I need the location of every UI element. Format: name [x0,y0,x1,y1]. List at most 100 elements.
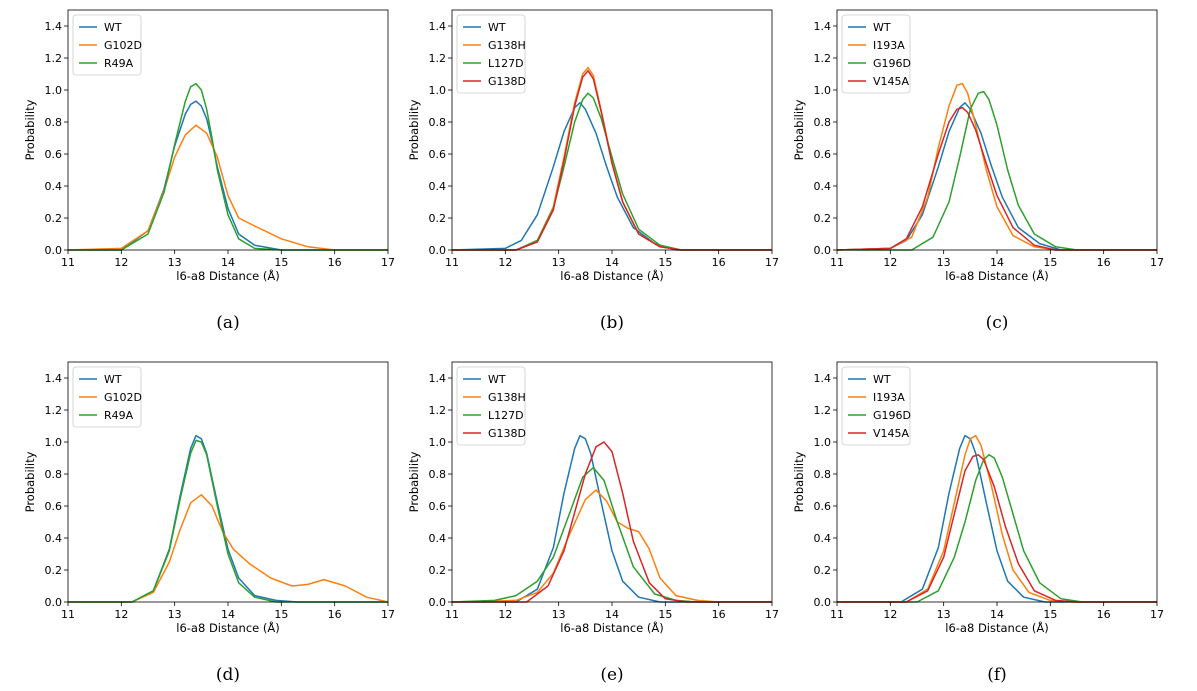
y-tick-label: 0.2 [429,212,447,225]
series-line-i193a [837,434,1157,603]
y-tick-label: 0.4 [45,180,63,193]
series-line-v145a [837,454,1157,603]
y-tick-label: 0.6 [45,148,63,161]
x-tick-label: 15 [1043,256,1057,269]
legend-label: G102D [104,39,142,52]
y-tick-label: 0.4 [814,532,832,545]
series-line-wt [836,102,1157,251]
series-line-g196d [837,90,1157,251]
x-tick-label: 11 [830,608,844,621]
y-tick-label: 1.2 [814,52,832,65]
y-tick-label: 0.6 [814,500,832,513]
y-axis-label: Probability [23,451,37,512]
y-tick-label: 1.4 [429,372,447,385]
y-tick-label: 1.4 [45,372,63,385]
x-tick-label: 16 [712,608,726,621]
y-tick-label: 0.8 [45,468,63,481]
y-tick-label: 1.0 [429,436,447,449]
x-tick-label: 13 [168,608,182,621]
y-tick-label: 0.6 [45,500,63,513]
x-tick-label: 12 [498,256,512,269]
y-tick-label: 1.2 [814,404,832,417]
x-tick-label: 12 [114,608,128,621]
y-tick-label: 0.6 [429,500,447,513]
x-axis-label: l6-a8 Distance (Å) [176,268,279,283]
legend-label: R49A [104,57,134,70]
y-tick-label: 1.4 [814,372,832,385]
y-tick-label: 0.0 [814,244,832,257]
series-line-g138d [452,70,772,251]
x-axis-label: l6-a8 Distance (Å) [176,620,279,635]
x-tick-label: 15 [658,608,672,621]
series-line-r49a [68,82,388,251]
legend-label: G138D [488,427,526,440]
x-tick-label: 15 [1043,608,1057,621]
y-tick-label: 0.2 [814,212,832,225]
y-tick-label: 1.0 [814,84,832,97]
legend-label: L127D [488,409,524,422]
legend-label: WT [873,21,891,34]
y-axis-label: Probability [407,99,421,160]
y-axis-label: Probability [792,451,806,512]
series-line-wt [68,100,388,251]
y-tick-label: 0.4 [429,532,447,545]
x-tick-label: 14 [990,256,1004,269]
series-line-l127d [451,466,772,603]
y-tick-label: 0.0 [814,596,832,609]
x-axis-label: l6-a8 Distance (Å) [945,268,1048,283]
x-tick-label: 17 [765,608,779,621]
y-tick-label: 0.2 [814,564,832,577]
x-tick-label: 11 [830,256,844,269]
x-tick-label: 12 [883,256,897,269]
y-tick-label: 1.0 [45,84,63,97]
x-tick-label: 17 [381,256,395,269]
subplot-caption: (f) [987,665,1007,685]
series-line-g138d [452,441,772,603]
x-tick-label: 11 [61,608,75,621]
legend-label: G102D [104,391,142,404]
y-tick-label: 0.2 [45,212,63,225]
y-axis-label: Probability [407,451,421,512]
x-tick-label: 15 [274,608,288,621]
legend-box [841,366,911,446]
y-tick-label: 0.6 [814,148,832,161]
x-tick-label: 11 [445,256,459,269]
legend-label: WT [873,373,891,386]
legend-label: R49A [104,409,134,422]
y-tick-label: 1.0 [814,436,832,449]
x-tick-label: 11 [61,256,75,269]
x-tick-label: 16 [328,256,342,269]
series-line-g102d [68,494,389,603]
subplot-caption: (e) [600,665,623,685]
x-tick-label: 12 [498,608,512,621]
x-tick-label: 13 [552,256,566,269]
y-tick-label: 1.2 [429,52,447,65]
legend-label: I193A [873,39,905,52]
subplot-caption: (a) [216,313,239,333]
subplot-f: 11 12 13 14 15 16 17 0.0 0.2 0.4 0.6 0.8 1.0 1.2 1.4 l6… [792,361,1164,685]
y-tick-label: 0.0 [429,244,447,257]
series-line-v145a [836,106,1157,251]
legend-box [72,14,142,76]
series-line-r49a [68,439,388,603]
x-tick-label: 16 [328,608,342,621]
y-axis-label: Probability [792,99,806,160]
x-axis-label: l6-a8 Distance (Å) [560,620,663,635]
subplot-caption: (c) [986,313,1009,333]
x-tick-label: 13 [937,256,951,269]
legend-box [841,14,911,94]
x-axis-label: l6-a8 Distance (Å) [560,268,663,283]
y-tick-label: 1.4 [429,20,447,33]
legend-label: G138H [488,39,526,52]
x-tick-label: 14 [221,256,235,269]
series-line-g102d [67,124,388,251]
y-tick-label: 0.2 [429,564,447,577]
x-tick-label: 17 [381,608,395,621]
legend-label: WT [488,373,506,386]
y-tick-label: 0.4 [814,180,832,193]
x-tick-label: 13 [552,608,566,621]
legend-label: WT [104,373,122,386]
y-tick-label: 1.0 [45,436,63,449]
y-tick-label: 0.8 [429,468,447,481]
x-tick-label: 14 [990,608,1004,621]
